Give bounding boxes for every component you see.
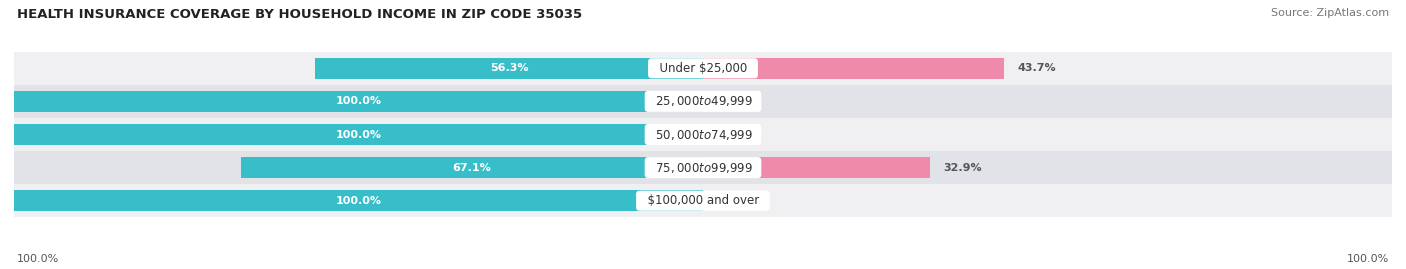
Bar [703,58,1004,79]
Text: Under $25,000: Under $25,000 [651,62,755,75]
Text: $25,000 to $49,999: $25,000 to $49,999 [648,94,758,108]
Text: 67.1%: 67.1% [453,162,491,173]
Bar [14,151,1392,184]
Text: 56.3%: 56.3% [489,63,529,73]
Text: 0.0%: 0.0% [710,129,741,140]
Bar [14,124,703,145]
Text: HEALTH INSURANCE COVERAGE BY HOUSEHOLD INCOME IN ZIP CODE 35035: HEALTH INSURANCE COVERAGE BY HOUSEHOLD I… [17,8,582,21]
Bar [14,184,1392,217]
Text: 43.7%: 43.7% [1018,63,1056,73]
Text: $100,000 and over: $100,000 and over [640,194,766,207]
Text: 0.0%: 0.0% [710,96,741,107]
Bar [240,157,703,178]
Text: 0.0%: 0.0% [710,196,741,206]
Text: $75,000 to $99,999: $75,000 to $99,999 [648,161,758,175]
Text: 100.0%: 100.0% [336,96,381,107]
Bar [14,91,703,112]
Bar [703,157,929,178]
Text: 100.0%: 100.0% [1347,254,1389,264]
Bar [14,85,1392,118]
Text: 32.9%: 32.9% [943,162,981,173]
Text: 100.0%: 100.0% [336,129,381,140]
Text: $50,000 to $74,999: $50,000 to $74,999 [648,128,758,141]
Bar [14,118,1392,151]
Text: 100.0%: 100.0% [17,254,59,264]
Bar [14,190,703,211]
Text: 100.0%: 100.0% [336,196,381,206]
Bar [14,52,1392,85]
Text: Source: ZipAtlas.com: Source: ZipAtlas.com [1271,8,1389,18]
Bar [315,58,703,79]
